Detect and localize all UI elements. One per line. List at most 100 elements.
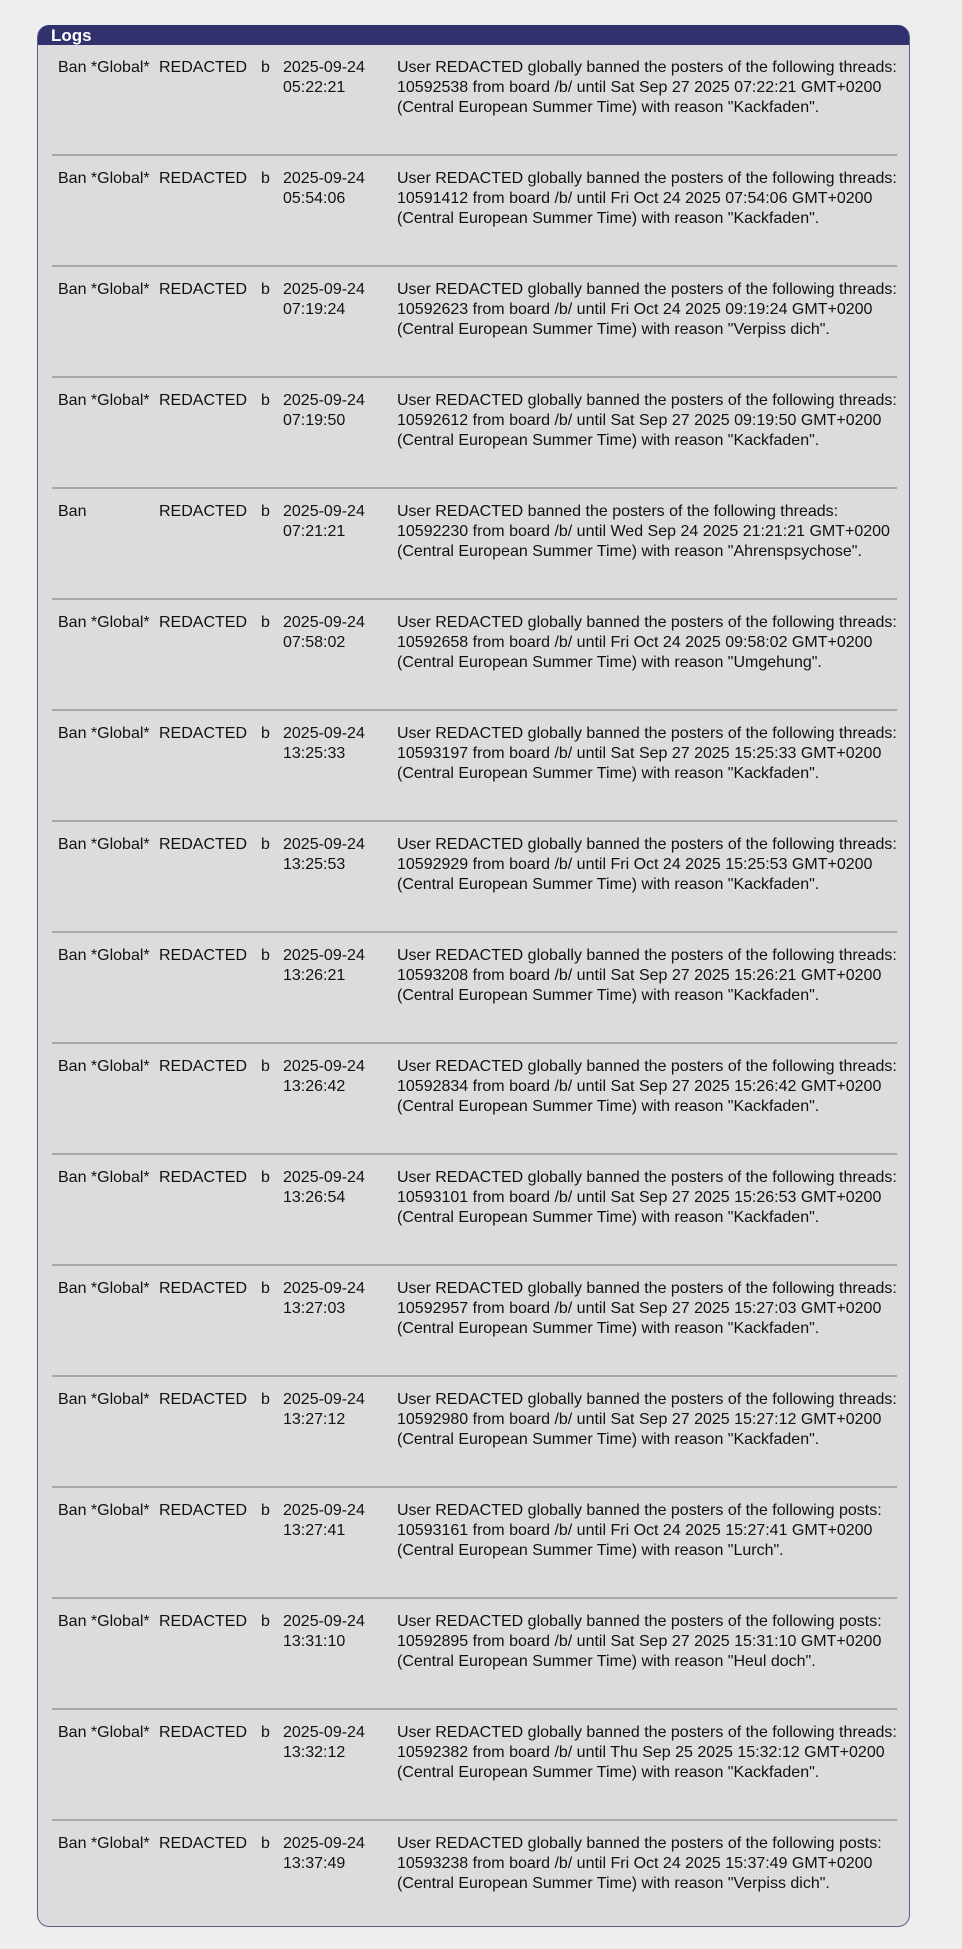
log-date: 2025-09-24	[283, 947, 365, 964]
log-datetime: 2025-09-24 07:19:50	[283, 391, 375, 471]
log-board: b	[261, 1391, 270, 1408]
log-row: Ban *Global* REDACTED b 2025-09-24 13:27:41 U…	[52, 1488, 897, 1599]
log-row: Ban *Global* REDACTED b 2025-09-24 13:25:33 U…	[52, 711, 897, 822]
log-board: b	[261, 1058, 270, 1075]
log-description: User REDACTED banned the posters of the …	[397, 503, 890, 560]
log-user: REDACTED	[159, 170, 248, 187]
log-board: b	[261, 1613, 270, 1630]
log-type: Ban *Global*	[58, 170, 150, 187]
log-user: REDACTED	[159, 281, 248, 298]
log-board: b	[261, 59, 270, 76]
log-user: REDACTED	[159, 503, 248, 520]
log-datetime: 2025-09-24 07:21:21	[283, 502, 375, 582]
log-user: REDACTED	[159, 392, 248, 409]
log-board: b	[261, 614, 270, 631]
log-type: Ban *Global*	[58, 281, 150, 298]
log-type: Ban *Global*	[58, 1280, 150, 1297]
log-time: 07:19:50	[283, 412, 346, 429]
log-user: REDACTED	[159, 836, 248, 853]
log-row: Ban REDACTED b 2025-09-24 07:21:21 User REDAC…	[52, 489, 897, 600]
log-row: Ban *Global* REDACTED b 2025-09-24 13:26:21 U…	[52, 933, 897, 1044]
log-datetime: 2025-09-24 13:31:10	[283, 1612, 375, 1692]
log-type: Ban *Global*	[58, 1613, 150, 1630]
log-type: Ban *Global*	[58, 59, 150, 76]
log-date: 2025-09-24	[283, 59, 365, 76]
log-datetime: 2025-09-24 13:27:41	[283, 1501, 375, 1581]
log-description: User REDACTED globally banned the poster…	[397, 392, 897, 449]
log-row: Ban *Global* REDACTED b 2025-09-24 13:37:49 U…	[52, 1821, 897, 1926]
log-user: REDACTED	[159, 1502, 248, 1519]
log-row: Ban *Global* REDACTED b 2025-09-24 13:25:53 U…	[52, 822, 897, 933]
log-time: 05:54:06	[283, 190, 346, 207]
log-datetime: 2025-09-24 13:37:49	[283, 1834, 375, 1914]
log-date: 2025-09-24	[283, 1724, 365, 1741]
log-board: b	[261, 503, 270, 520]
log-type: Ban *Global*	[58, 1502, 150, 1519]
log-time: 13:26:21	[283, 967, 346, 984]
log-description: User REDACTED globally banned the poster…	[397, 1835, 882, 1892]
log-description: User REDACTED globally banned the poster…	[397, 947, 897, 1004]
log-time: 13:25:33	[283, 745, 346, 762]
log-type: Ban *Global*	[58, 1169, 150, 1186]
log-time: 07:58:02	[283, 634, 346, 651]
log-datetime: 2025-09-24 13:26:42	[283, 1057, 375, 1137]
log-row: Ban *Global* REDACTED b 2025-09-24 07:19:24 U…	[52, 267, 897, 378]
log-time: 13:37:49	[283, 1855, 346, 1872]
log-board: b	[261, 1835, 270, 1852]
log-date: 2025-09-24	[283, 1280, 365, 1297]
log-row: Ban *Global* REDACTED b 2025-09-24 13:27:12 U…	[52, 1377, 897, 1488]
log-time: 13:32:12	[283, 1744, 346, 1761]
log-row: Ban *Global* REDACTED b 2025-09-24 13:26:54 U…	[52, 1155, 897, 1266]
log-datetime: 2025-09-24 07:58:02	[283, 613, 375, 693]
logs-panel: Logs Ban *Global* REDACTED b 2025-09-24 05:2…	[37, 25, 910, 1927]
log-description: User REDACTED globally banned the poster…	[397, 1280, 897, 1337]
log-time: 13:25:53	[283, 856, 346, 873]
log-row: Ban *Global* REDACTED b 2025-09-24 13:27:03 U…	[52, 1266, 897, 1377]
log-type: Ban	[58, 503, 87, 520]
log-user: REDACTED	[159, 1058, 248, 1075]
log-type: Ban *Global*	[58, 725, 150, 742]
log-board: b	[261, 392, 270, 409]
log-date: 2025-09-24	[283, 836, 365, 853]
log-board: b	[261, 1724, 270, 1741]
log-row: Ban *Global* REDACTED b 2025-09-24 13:32:12 U…	[52, 1710, 897, 1821]
log-board: b	[261, 947, 270, 964]
log-date: 2025-09-24	[283, 281, 365, 298]
log-description: User REDACTED globally banned the poster…	[397, 1391, 897, 1448]
log-time: 13:26:42	[283, 1078, 346, 1095]
log-date: 2025-09-24	[283, 614, 365, 631]
log-user: REDACTED	[159, 614, 248, 631]
log-time: 07:19:24	[283, 301, 346, 318]
log-description: User REDACTED globally banned the poster…	[397, 1169, 897, 1226]
log-time: 13:27:03	[283, 1300, 346, 1317]
log-type: Ban *Global*	[58, 1391, 150, 1408]
log-user: REDACTED	[159, 1391, 248, 1408]
log-datetime: 2025-09-24 07:19:24	[283, 280, 375, 360]
log-datetime: 2025-09-24 13:27:12	[283, 1390, 375, 1470]
log-user: REDACTED	[159, 1835, 248, 1852]
log-user: REDACTED	[159, 1613, 248, 1630]
log-time: 13:27:12	[283, 1411, 346, 1428]
log-description: User REDACTED globally banned the poster…	[397, 1058, 897, 1115]
log-time: 05:22:21	[283, 79, 346, 96]
log-datetime: 2025-09-24 13:26:21	[283, 946, 375, 1026]
log-user: REDACTED	[159, 1280, 248, 1297]
log-datetime: 2025-09-24 13:32:12	[283, 1723, 375, 1803]
log-description: User REDACTED globally banned the poster…	[397, 1502, 882, 1559]
log-description: User REDACTED globally banned the poster…	[397, 170, 897, 227]
log-time: 07:21:21	[283, 523, 346, 540]
log-row: Ban *Global* REDACTED b 2025-09-24 05:54:06 U…	[52, 156, 897, 267]
log-type: Ban *Global*	[58, 836, 150, 853]
log-date: 2025-09-24	[283, 392, 365, 409]
log-date: 2025-09-24	[283, 1502, 365, 1519]
log-date: 2025-09-24	[283, 1169, 365, 1186]
log-row: Ban *Global* REDACTED b 2025-09-24 07:19:50 U…	[52, 378, 897, 489]
log-user: REDACTED	[159, 59, 248, 76]
log-date: 2025-09-24	[283, 1613, 365, 1630]
log-description: User REDACTED globally banned the poster…	[397, 281, 897, 338]
log-description: User REDACTED globally banned the poster…	[397, 1724, 897, 1781]
log-date: 2025-09-24	[283, 725, 365, 742]
log-date: 2025-09-24	[283, 170, 365, 187]
log-board: b	[261, 1502, 270, 1519]
log-datetime: 2025-09-24 13:25:53	[283, 835, 375, 915]
